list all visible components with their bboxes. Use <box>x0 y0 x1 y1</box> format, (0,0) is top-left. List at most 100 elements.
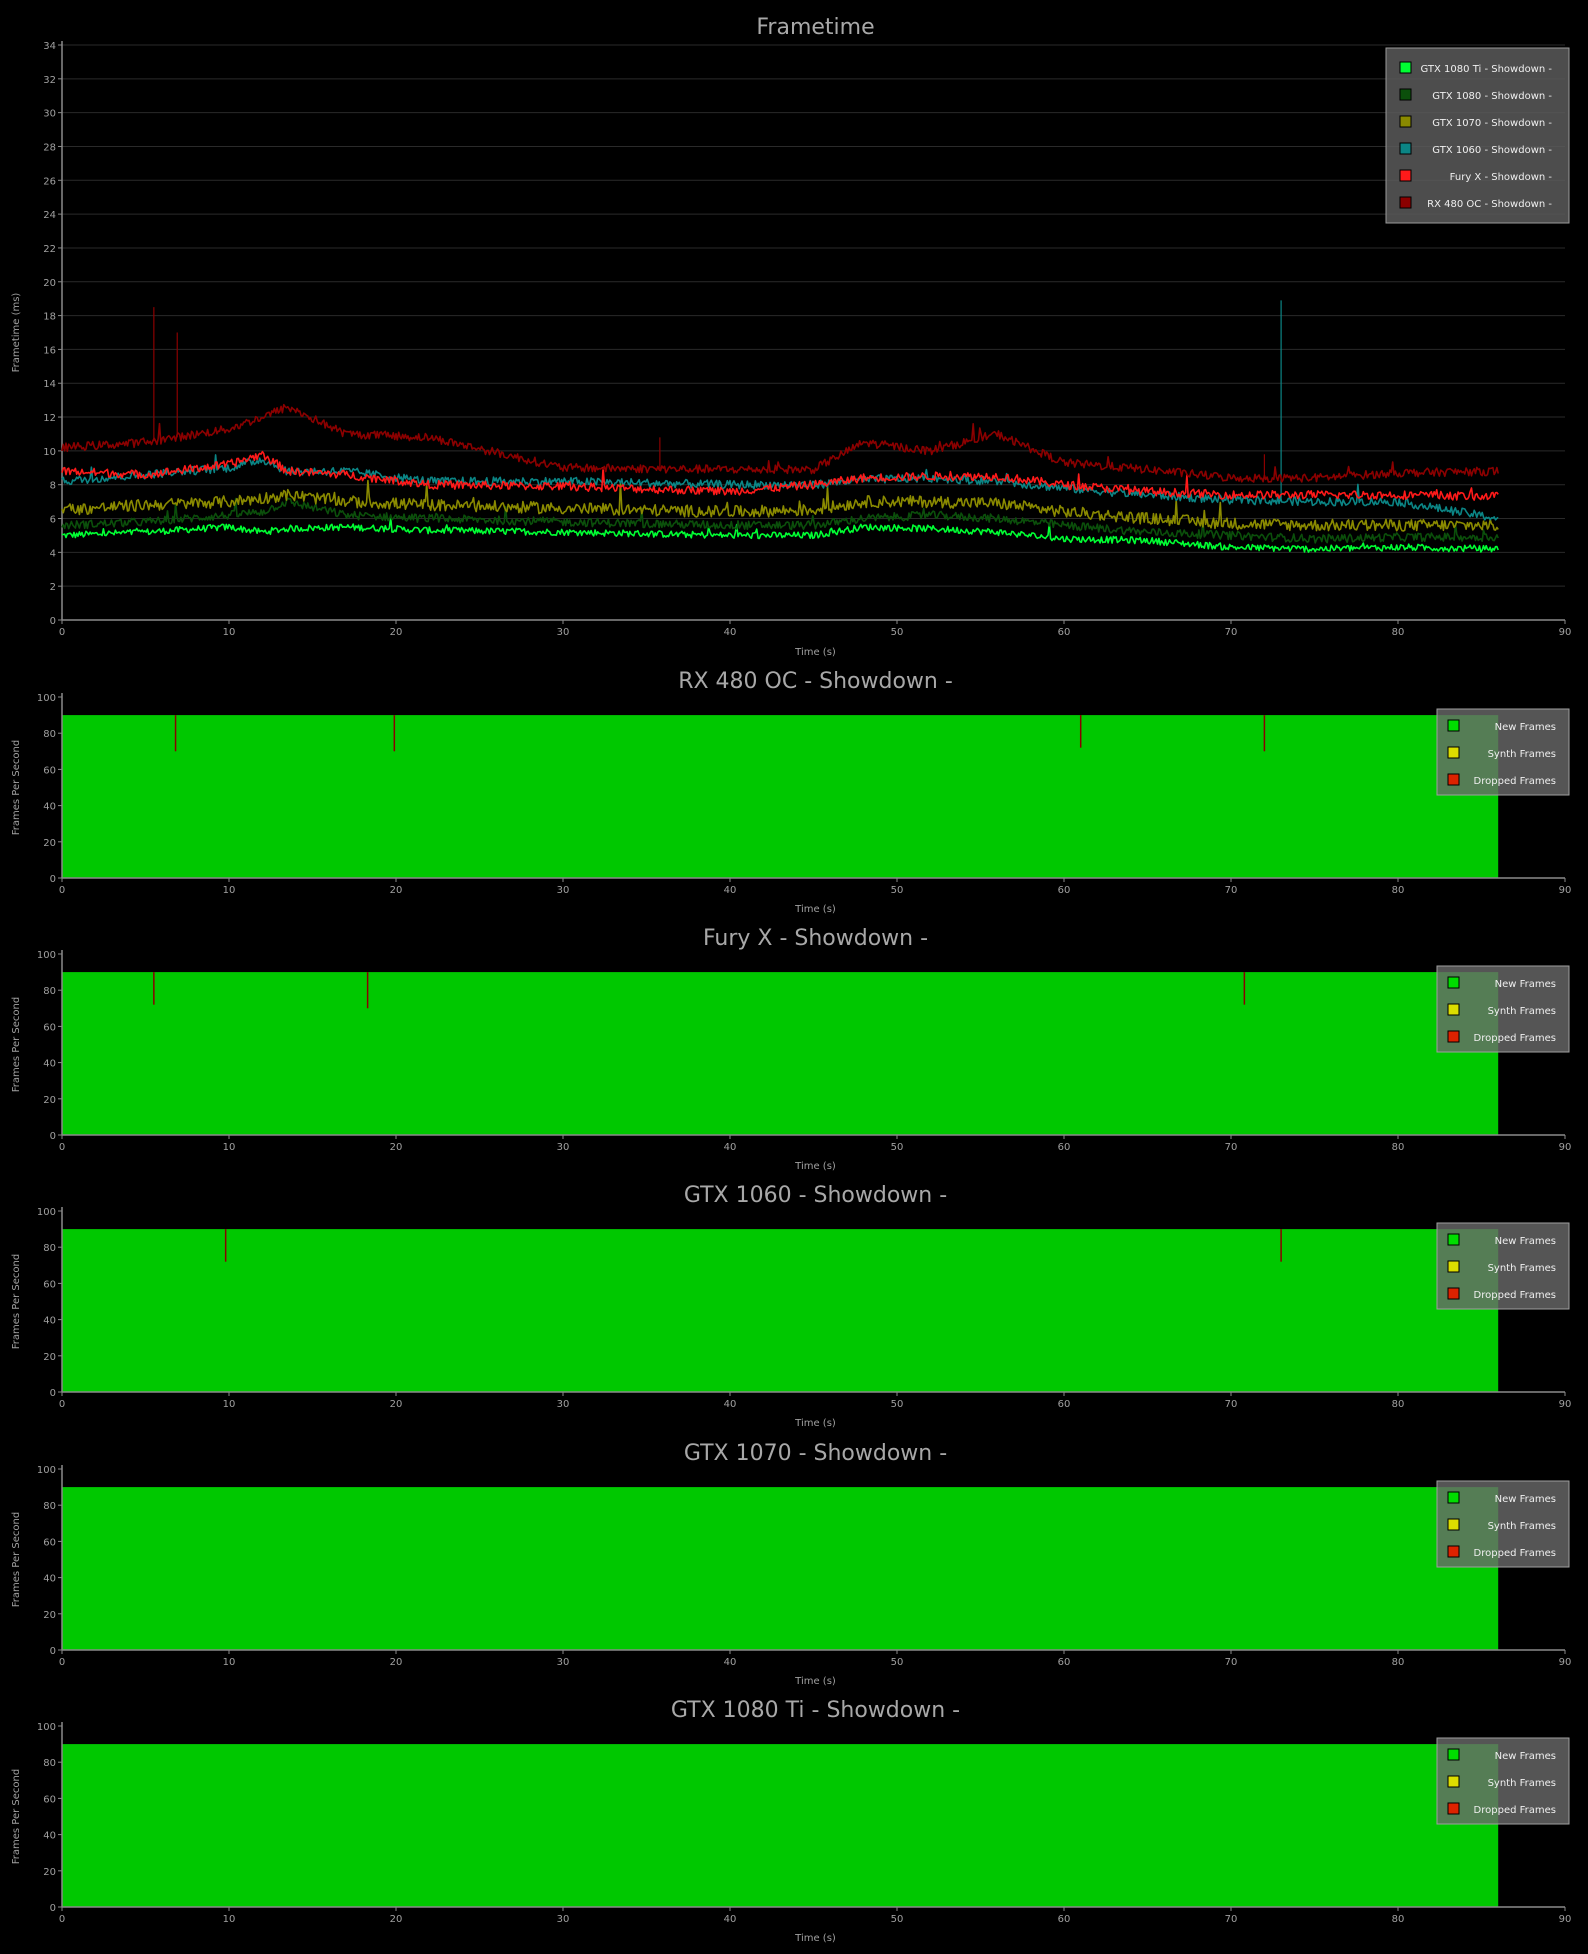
x-tick-label: 30 <box>557 1399 570 1410</box>
series-line-1 <box>61 497 1499 544</box>
x-tick-label: 50 <box>891 627 904 638</box>
legend-swatch <box>1447 1545 1460 1558</box>
legend-swatch <box>1447 1003 1460 1016</box>
legend-swatch <box>1447 1287 1460 1300</box>
x-tick-label: 80 <box>1392 1399 1405 1410</box>
legend-swatch <box>1447 719 1460 732</box>
x-tick-label: 30 <box>557 627 570 638</box>
y-tick-label: 40 <box>43 1831 56 1842</box>
y-tick-label: 20 <box>43 278 56 289</box>
series-line-0 <box>61 516 1499 553</box>
chart-5-ylabel: Frames Per Second <box>11 1769 22 1864</box>
x-tick-label: 70 <box>1225 1657 1238 1668</box>
x-tick-label: 90 <box>1559 1399 1572 1410</box>
new-frames-area <box>62 1229 1499 1392</box>
chart-1-title: RX 480 OC - Showdown - <box>678 669 953 694</box>
x-tick-label: 20 <box>390 885 403 896</box>
legend-swatch <box>1399 115 1412 128</box>
legend-swatch <box>1447 1233 1460 1246</box>
y-tick-label: 20 <box>43 1867 56 1878</box>
x-tick-label: 70 <box>1225 627 1238 638</box>
fps-chart-2 <box>62 972 1499 1135</box>
chart-0-ylabel: Frametime (ms) <box>11 293 22 373</box>
x-tick-label: 40 <box>724 1914 737 1925</box>
chart-4-ylabel: Frames Per Second <box>11 1512 22 1607</box>
x-tick-label: 40 <box>724 1142 737 1153</box>
series-line-4 <box>61 450 1499 501</box>
x-tick-label: 50 <box>891 1657 904 1668</box>
fps-legend-4: New Frames Synth Frames Dropped Frames <box>1436 1480 1570 1568</box>
y-tick-label: 2 <box>50 582 56 593</box>
x-tick-label: 60 <box>1058 885 1071 896</box>
legend-label: Fury X - Showdown - <box>1450 172 1553 183</box>
legend-swatch <box>1447 976 1460 989</box>
legend-label: Synth Frames <box>1488 1778 1556 1789</box>
y-tick-label: 0 <box>50 1388 56 1399</box>
y-tick-label: 12 <box>43 413 56 424</box>
chart-5-xlabel: Time (s) <box>794 1933 836 1944</box>
x-tick-label: 20 <box>390 1142 403 1153</box>
fps-chart-1 <box>62 715 1499 878</box>
fps-chart-3 <box>62 1229 1499 1392</box>
legend-swatch <box>1447 1491 1460 1504</box>
y-tick-label: 80 <box>43 729 56 740</box>
y-tick-label: 4 <box>50 548 56 559</box>
legend-label: Synth Frames <box>1488 1263 1556 1274</box>
frametime-series-group <box>61 300 1499 553</box>
y-tick-label: 20 <box>43 1095 56 1106</box>
x-tick-label: 30 <box>557 1914 570 1925</box>
y-tick-label: 0 <box>50 1903 56 1914</box>
y-tick-label: 40 <box>43 1059 56 1070</box>
x-tick-label: 90 <box>1559 885 1572 896</box>
chart-2-axes: 0 20 40 60 80 100 0 10 20 30 40 50 60 70 80 90 <box>37 950 1571 1153</box>
x-tick-label: 70 <box>1225 1914 1238 1925</box>
fps-chart-5 <box>62 1744 1499 1907</box>
x-tick-label: 70 <box>1225 1399 1238 1410</box>
y-tick-label: 32 <box>43 75 56 86</box>
legend-swatch <box>1447 1802 1460 1815</box>
x-tick-label: 0 <box>59 627 65 638</box>
x-tick-label: 80 <box>1392 885 1405 896</box>
fps-legend-1: New Frames Synth Frames Dropped Frames <box>1436 708 1570 796</box>
legend-swatch <box>1399 88 1412 101</box>
x-tick-label: 10 <box>223 885 236 896</box>
chart-0-xlabel: Time (s) <box>794 647 836 658</box>
chart-4-axes: 0 20 40 60 80 100 0 10 20 30 40 50 60 70 80 90 <box>37 1465 1571 1668</box>
chart-0-title: Frametime <box>756 15 874 40</box>
y-tick-label: 60 <box>43 765 56 776</box>
x-tick-label: 40 <box>724 627 737 638</box>
x-tick-label: 10 <box>223 1914 236 1925</box>
x-tick-label: 0 <box>59 885 65 896</box>
y-tick-label: 34 <box>43 41 56 52</box>
y-tick-label: 0 <box>50 874 56 885</box>
y-tick-label: 20 <box>43 838 56 849</box>
x-tick-label: 20 <box>390 1914 403 1925</box>
x-tick-label: 30 <box>557 1142 570 1153</box>
x-tick-label: 70 <box>1225 1142 1238 1153</box>
y-tick-label: 10 <box>43 447 56 458</box>
y-tick-label: 100 <box>37 1207 56 1218</box>
x-tick-label: 50 <box>891 1914 904 1925</box>
legend-swatch <box>1447 746 1460 759</box>
fps-legend-2: New Frames Synth Frames Dropped Frames <box>1436 965 1570 1053</box>
legend-label: Dropped Frames <box>1474 1033 1556 1044</box>
legend-label: Synth Frames <box>1488 1006 1556 1017</box>
x-tick-label: 30 <box>557 885 570 896</box>
y-tick-label: 40 <box>43 1574 56 1585</box>
x-tick-label: 0 <box>59 1914 65 1925</box>
legend-label: Dropped Frames <box>1474 1805 1556 1816</box>
y-tick-label: 100 <box>37 950 56 961</box>
y-tick-label: 80 <box>43 1501 56 1512</box>
legend-swatch <box>1447 773 1460 786</box>
chart-4-title: GTX 1070 - Showdown - <box>684 1441 947 1466</box>
x-tick-label: 90 <box>1559 1142 1572 1153</box>
x-tick-label: 50 <box>891 1142 904 1153</box>
x-tick-label: 0 <box>59 1657 65 1668</box>
frametime-legend: GTX 1080 Ti - Showdown - GTX 1080 - Showd… <box>1385 47 1570 224</box>
x-tick-label: 40 <box>724 1657 737 1668</box>
legend-label: New Frames <box>1495 1494 1556 1505</box>
legend-swatch <box>1447 1775 1460 1788</box>
legend-label: New Frames <box>1495 1236 1556 1247</box>
